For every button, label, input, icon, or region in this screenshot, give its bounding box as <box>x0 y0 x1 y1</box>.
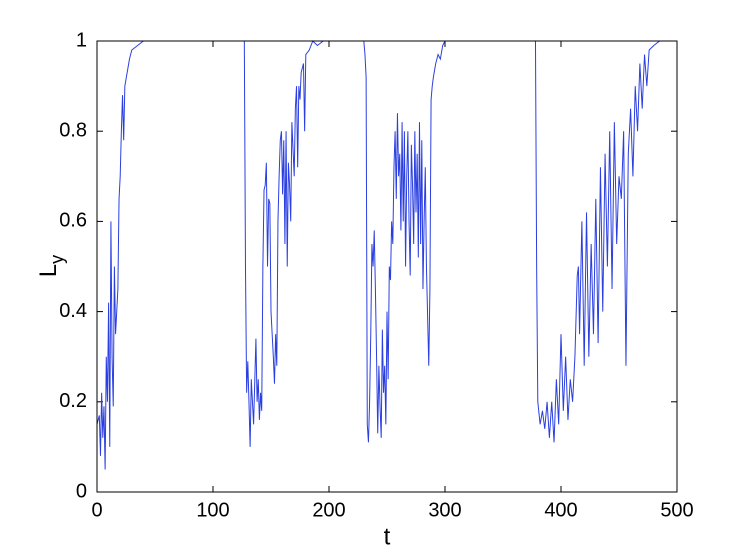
y-tick-label: 0.6 <box>59 210 87 232</box>
y-tick-label: 0.4 <box>59 300 87 322</box>
y-tick-label: 0 <box>76 480 87 502</box>
y-tick-label: 0.8 <box>59 119 87 141</box>
x-tick-label: 0 <box>91 499 102 521</box>
data-line <box>96 40 677 470</box>
y-axis-label-main: L <box>35 264 62 277</box>
y-tick-label: 0.2 <box>59 390 87 412</box>
y-axis-label-sub: y <box>47 255 67 264</box>
x-tick-label: 500 <box>660 499 693 521</box>
x-tick-label: 300 <box>428 499 461 521</box>
y-axis-label: Ly <box>35 255 66 277</box>
x-tick-label: 400 <box>544 499 577 521</box>
y-tick-label: 1 <box>76 29 87 51</box>
x-tick-label: 100 <box>196 499 229 521</box>
x-axis-label: t <box>384 523 391 550</box>
plot-frame <box>96 40 678 493</box>
x-tick-label: 200 <box>312 499 345 521</box>
